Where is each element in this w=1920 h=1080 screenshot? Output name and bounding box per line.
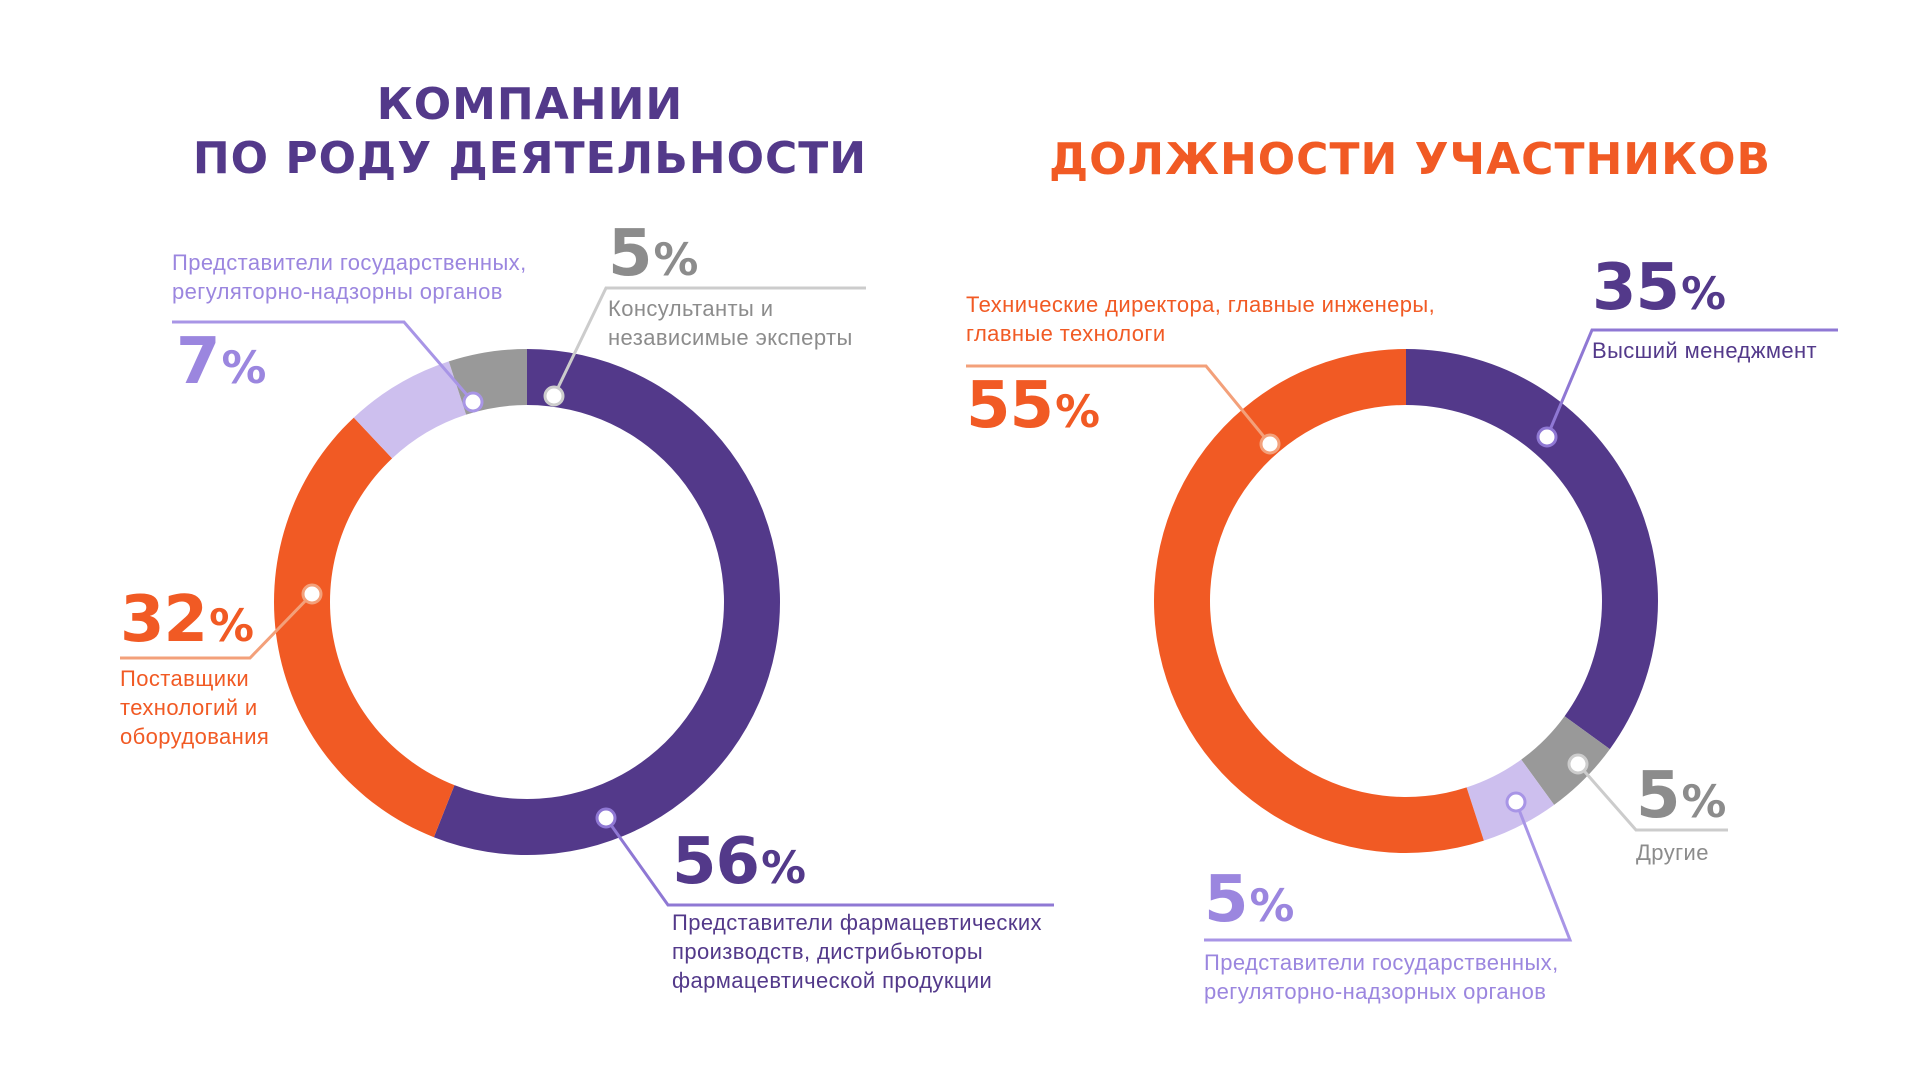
value-label-pharma: 56% bbox=[672, 830, 806, 894]
percent-sign: % bbox=[653, 233, 699, 286]
leader-line-suppliers bbox=[120, 592, 314, 660]
leader-line-management bbox=[1545, 328, 1838, 438]
slice-label-line: производств, дистрибьюторы bbox=[672, 939, 984, 964]
donut-slice-pharma bbox=[433, 349, 781, 856]
percent-sign: % bbox=[221, 341, 267, 394]
value-label-gov-2: 5% bbox=[1204, 868, 1295, 932]
value-number-gov-2: 5 bbox=[1204, 863, 1249, 937]
chart-title-positions: ДОЛЖНОСТИ УЧАСТНИКОВ bbox=[1040, 133, 1780, 187]
leader-line-pharma bbox=[604, 817, 1054, 907]
value-label-consultants: 5% bbox=[608, 222, 699, 286]
value-number-tech: 55 bbox=[966, 369, 1054, 443]
value-label-tech: 55% bbox=[966, 374, 1100, 438]
leader-line-consultants bbox=[552, 286, 866, 397]
donut-slice-other bbox=[1521, 716, 1610, 805]
slice-label-line: Консультанты и bbox=[608, 296, 774, 321]
chart-title-companies: КОМПАНИИ ПО РОДУ ДЕЯТЕЛЬНОСТИ bbox=[160, 78, 900, 185]
slice-label-line: технологий и bbox=[120, 695, 258, 720]
slice-label-line: Другие bbox=[1636, 840, 1709, 865]
chart-title-companies-line-2: ПО РОДУ ДЕЯТЕЛЬНОСТИ bbox=[192, 132, 868, 184]
leader-dot-consultants bbox=[543, 385, 565, 407]
percent-sign: % bbox=[761, 841, 806, 894]
leader-line-tech bbox=[966, 364, 1272, 445]
donut-slice-tech bbox=[1154, 349, 1484, 854]
value-label-other: 5% bbox=[1636, 764, 1727, 828]
slice-label-line: Представители фармацевтических bbox=[672, 910, 1042, 935]
slice-label-line: Представители государственных, bbox=[1204, 950, 1559, 975]
percent-sign: % bbox=[1055, 385, 1100, 438]
value-number-consultants: 5 bbox=[608, 217, 653, 291]
slice-label-tech: Технические директора, главные инженеры,… bbox=[966, 290, 1435, 348]
leader-dot-management bbox=[1536, 426, 1558, 448]
percent-sign: % bbox=[209, 599, 254, 652]
value-label-gov: 7% bbox=[176, 330, 267, 394]
slice-label-line: оборудования bbox=[120, 724, 270, 749]
slice-label-line: регуляторно-надзорных органов bbox=[1204, 979, 1547, 1004]
leader-dot-gov-2 bbox=[1505, 791, 1527, 813]
slice-label-line: регуляторно-надзорны органов bbox=[172, 279, 503, 304]
donut-chart-companies bbox=[273, 349, 781, 856]
leader-dot-tech bbox=[1259, 433, 1281, 455]
chart-title-companies-line-1: КОМПАНИИ bbox=[376, 79, 684, 130]
value-label-suppliers: 32% bbox=[120, 588, 254, 652]
donut-slice-gov bbox=[353, 361, 467, 459]
percent-sign: % bbox=[1681, 775, 1727, 828]
leader-line-other bbox=[1576, 763, 1728, 832]
leader-dot-gov bbox=[462, 391, 484, 413]
leader-dot-suppliers bbox=[301, 583, 323, 605]
slice-label-gov: Представители государственных, регулятор… bbox=[172, 248, 527, 306]
value-number-gov: 7 bbox=[176, 325, 221, 399]
slice-label-line: Технические директора, главные инженеры, bbox=[966, 292, 1436, 317]
donut-slice-suppliers bbox=[273, 417, 455, 838]
leader-dot-other bbox=[1567, 753, 1589, 775]
leader-line-gov bbox=[172, 320, 475, 403]
donut-slice-management bbox=[1406, 349, 1659, 750]
slice-label-gov-2: Представители государственных, регулятор… bbox=[1204, 948, 1559, 1006]
slice-label-line: главные технологи bbox=[966, 321, 1166, 346]
slice-label-line: Представители государственных, bbox=[172, 250, 527, 275]
leader-dot-pharma bbox=[595, 807, 617, 829]
slice-label-line: независимые эксперты bbox=[608, 325, 853, 350]
leader-line-gov-2 bbox=[1204, 801, 1573, 942]
slice-label-line: фармацевтической продукции bbox=[672, 968, 993, 993]
value-number-other: 5 bbox=[1636, 759, 1681, 833]
slice-label-line: Высший менеджмент bbox=[1592, 338, 1818, 363]
leader-lines bbox=[120, 286, 1838, 942]
value-number-management: 35 bbox=[1592, 251, 1680, 325]
slice-label-line: Поставщики bbox=[120, 666, 250, 691]
value-number-pharma: 56 bbox=[672, 825, 760, 899]
donut-chart-positions bbox=[1154, 349, 1659, 854]
value-label-management: 35% bbox=[1592, 256, 1726, 320]
slice-label-consultants: Консультанты и независимые эксперты bbox=[608, 294, 853, 352]
value-number-suppliers: 32 bbox=[120, 583, 208, 657]
slice-label-suppliers: Поставщики технологий и оборудования bbox=[120, 664, 269, 751]
chart-title-positions-line-1: ДОЛЖНОСТИ УЧАСТНИКОВ bbox=[1048, 134, 1772, 185]
slice-label-other: Другие bbox=[1636, 838, 1709, 867]
percent-sign: % bbox=[1681, 267, 1726, 320]
slice-label-management: Высший менеджмент bbox=[1592, 336, 1817, 365]
slice-label-pharma: Представители фармацевтических производс… bbox=[672, 908, 1042, 995]
percent-sign: % bbox=[1249, 879, 1295, 932]
